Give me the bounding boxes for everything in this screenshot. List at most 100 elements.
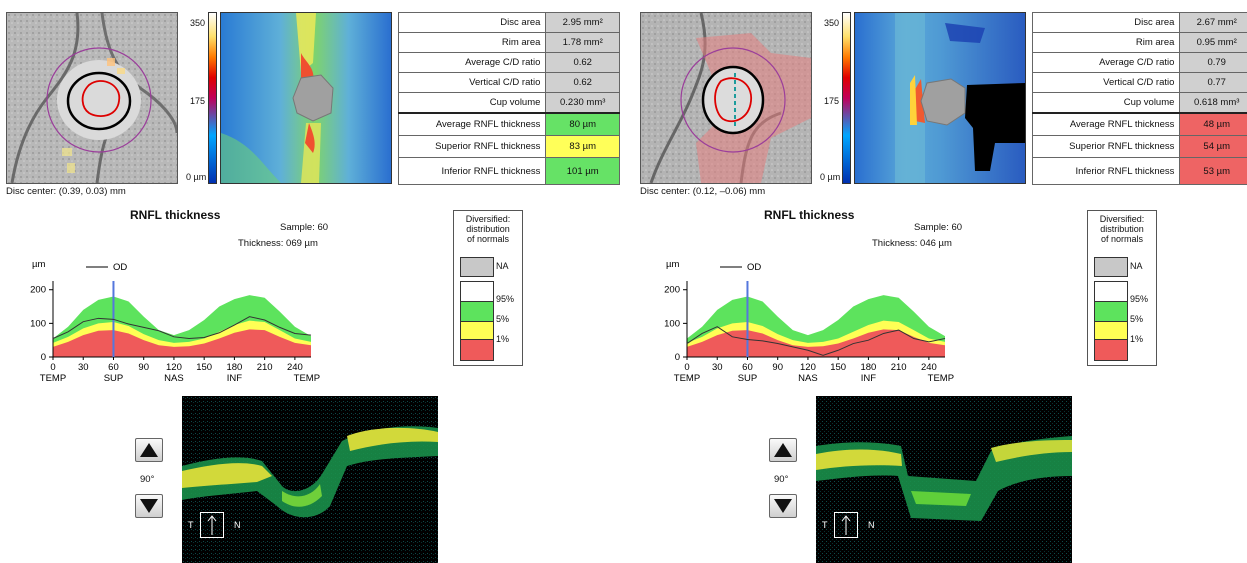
legend-95-label: 95%: [496, 294, 515, 304]
legend-title-3: of normals: [1100, 234, 1144, 244]
disc-area-label: Disc area: [397, 12, 547, 33]
x-tick-label: 180: [860, 362, 876, 373]
oct-bscan-image: T N: [816, 396, 1072, 563]
sample-label: Sample: 60: [280, 222, 329, 233]
cup-volume-value: 0.618 mm³: [1179, 92, 1247, 114]
rnfl-title: RNFL thickness: [764, 208, 855, 222]
x-tick-label: 90: [138, 362, 149, 373]
legend-title-1: Diversified:: [1099, 214, 1145, 224]
legend-od-label: OD: [113, 262, 127, 273]
x-tick-label: 150: [830, 362, 846, 373]
y-tick-label: 100: [30, 318, 46, 329]
x-tick-label: 210: [891, 362, 907, 373]
nasal-label: N: [868, 520, 875, 530]
vert-cd-label: Vertical C/D ratio: [1031, 72, 1181, 93]
legend-95-label: 95%: [1130, 294, 1149, 304]
legend-title-1: Diversified:: [465, 214, 511, 224]
y-tick-label: 100: [664, 318, 680, 329]
sector-label: TEMP: [928, 373, 954, 384]
x-tick-label: 0: [50, 362, 55, 373]
measurement-table: Disc area 2.67 mm² Rim area 0.95 mm² Avera…: [1031, 12, 1247, 185]
thickness-color-scale: [208, 12, 217, 184]
vert-cd-label: Vertical C/D ratio: [397, 72, 547, 93]
thickness-label: Thickness: 046 µm: [872, 238, 952, 249]
rim-area-value: 1.78 mm²: [545, 32, 620, 53]
x-tick-label: 240: [921, 362, 937, 373]
y-tick-label: 0: [41, 352, 46, 363]
y-unit-label: µm: [32, 259, 45, 270]
disc-center-label: Disc center: (0.12, –0.06) mm: [640, 186, 766, 197]
x-tick-label: 120: [166, 362, 182, 373]
y-tick-label: 200: [30, 285, 46, 296]
sector-label: SUP: [738, 373, 758, 384]
legend-outside-swatch: [460, 339, 494, 361]
scale-min: 0 µm: [820, 172, 841, 182]
inf-rnfl-label: Inferior RNFL thickness: [1031, 157, 1181, 185]
legend-na-label: NA: [496, 261, 509, 271]
rnfl-title: RNFL thickness: [130, 208, 221, 222]
sup-rnfl-value: 54 µm: [1179, 135, 1247, 158]
band-1-area: [687, 329, 945, 357]
legend-borderline-swatch: [1094, 301, 1128, 323]
x-tick-label: 60: [742, 362, 753, 373]
x-tick-label: 120: [800, 362, 816, 373]
legend-yellow-swatch: [460, 321, 494, 341]
legend-5-label: 5%: [496, 314, 510, 324]
rnfl-thickness-map: [854, 12, 1026, 184]
scale-mid: 175: [824, 96, 840, 106]
legend-na-swatch: [460, 257, 494, 277]
sector-label: INF: [227, 373, 243, 384]
avg-cd-label: Average C/D ratio: [397, 52, 547, 73]
scan-angle: 90°: [774, 474, 789, 485]
fundus-image: [640, 12, 812, 184]
legend-title-2: distribution: [1100, 224, 1144, 234]
thickness-color-scale: [842, 12, 851, 184]
sup-rnfl-value: 83 µm: [545, 135, 620, 158]
band-1-area: [53, 329, 311, 357]
od-series-line: [686, 326, 946, 356]
cup-volume-label: Cup volume: [1031, 92, 1181, 114]
y-tick-label: 0: [675, 352, 680, 363]
left-eye-panel: Disc center: (0.39, 0.03) mm 350 175 0 µ…: [0, 0, 620, 563]
inf-rnfl-value: 53 µm: [1179, 157, 1247, 185]
scale-mid: 175: [190, 96, 206, 106]
scale-max: 350: [824, 18, 840, 28]
disc-center-label: Disc center: (0.39, 0.03) mm: [6, 186, 126, 197]
legend-borderline-swatch: [460, 301, 494, 323]
x-tick-label: 30: [712, 362, 723, 373]
legend-od-label: OD: [747, 262, 761, 273]
sample-label: Sample: 60: [914, 222, 963, 233]
legend-title-3: of normals: [466, 234, 510, 244]
legend-outside-swatch: [1094, 339, 1128, 361]
sector-label: NAS: [798, 373, 818, 384]
scale-min: 0 µm: [186, 172, 207, 182]
x-tick-label: 60: [108, 362, 119, 373]
sup-rnfl-label: Superior RNFL thickness: [1031, 135, 1181, 158]
avg-rnfl-label: Average RNFL thickness: [1031, 112, 1181, 136]
scan-up-button[interactable]: [769, 438, 797, 462]
temporal-label: T: [822, 520, 828, 530]
scan-up-button[interactable]: [135, 438, 163, 462]
sector-label: SUP: [104, 373, 124, 384]
x-tick-label: 90: [772, 362, 783, 373]
normals-legend: Diversified: distribution of normals NA 95…: [1087, 210, 1157, 366]
vert-cd-value: 0.77: [1179, 72, 1247, 93]
sector-label: INF: [861, 373, 877, 384]
avg-cd-value: 0.62: [545, 52, 620, 73]
scale-max: 350: [190, 18, 206, 28]
scan-down-button[interactable]: [135, 494, 163, 518]
right-eye-panel: Disc center: (0.12, –0.06) mm 350 175 0 …: [634, 0, 1247, 563]
scan-down-button[interactable]: [769, 494, 797, 518]
cup-volume-label: Cup volume: [397, 92, 547, 114]
rim-area-value: 0.95 mm²: [1179, 32, 1247, 53]
legend-5-label: 5%: [1130, 314, 1144, 324]
legend-na-label: NA: [1130, 261, 1143, 271]
rim-area-label: Rim area: [397, 32, 547, 53]
oct-bscan-image: T N: [182, 396, 438, 563]
rim-area-label: Rim area: [1031, 32, 1181, 53]
legend-normal-swatch: [460, 281, 494, 303]
vert-cd-value: 0.62: [545, 72, 620, 93]
y-unit-label: µm: [666, 259, 679, 270]
inf-rnfl-value: 101 µm: [545, 157, 620, 185]
avg-rnfl-label: Average RNFL thickness: [397, 112, 547, 136]
